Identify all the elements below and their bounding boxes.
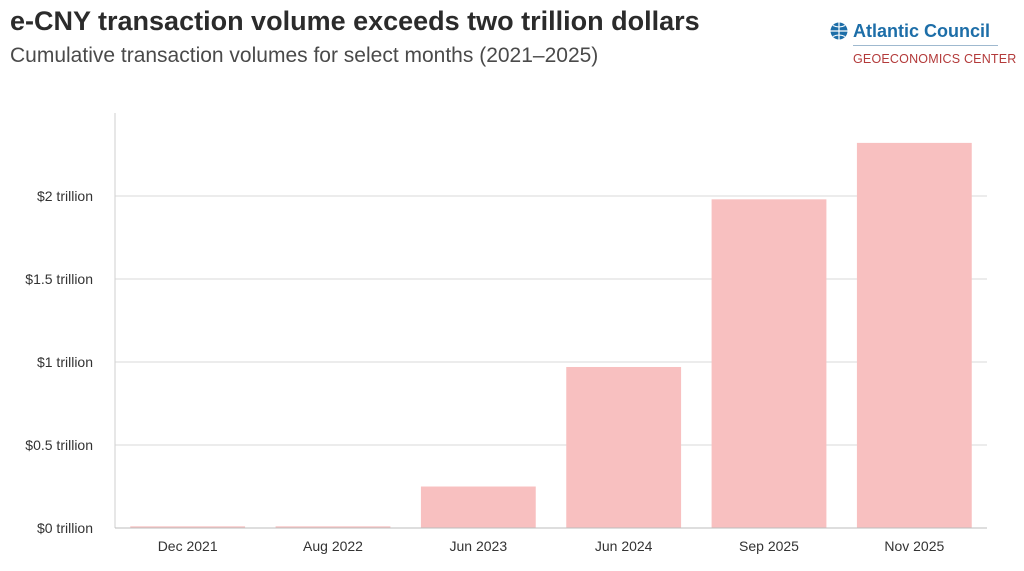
y-tick-label: $0 trillion [37, 520, 93, 536]
bars [130, 142, 972, 528]
bar [856, 142, 972, 528]
bar [130, 526, 246, 528]
logo-divider [853, 45, 998, 46]
x-tick-label: Dec 2021 [158, 538, 218, 554]
x-tick-label: Sep 2025 [739, 538, 799, 554]
axes [114, 113, 987, 529]
bar [711, 199, 827, 528]
x-tick-label: Jun 2024 [595, 538, 653, 554]
chart-subtitle: Cumulative transaction volumes for selec… [10, 44, 599, 67]
y-tick-label: $1.5 trillion [25, 271, 93, 287]
chart-title: e-CNY transaction volume exceeds two tri… [10, 6, 700, 36]
gridlines [115, 195, 987, 446]
bar [275, 526, 391, 528]
logo-center-name: GEOECONOMICS CENTER [853, 52, 1017, 66]
y-tick-label: $0.5 trillion [25, 437, 93, 453]
bar [420, 486, 536, 528]
x-tick-label: Aug 2022 [303, 538, 363, 554]
x-tick-label: Jun 2023 [450, 538, 508, 554]
atlantic-council-logo: Atlantic Council GEOECONOMICS CENTER [828, 18, 1018, 70]
y-tick-label: $1 trillion [37, 354, 93, 370]
globe-icon [830, 22, 848, 40]
logo-name: Atlantic Council [853, 21, 991, 41]
logo-row: Atlantic Council [828, 18, 1018, 44]
x-tick-label: Nov 2025 [884, 538, 944, 554]
bar [566, 366, 682, 528]
y-tick-label: $2 trillion [37, 188, 93, 204]
axis-labels: $0 trillion $0.5 trillion $1 trillion $1.5 … [25, 188, 944, 554]
